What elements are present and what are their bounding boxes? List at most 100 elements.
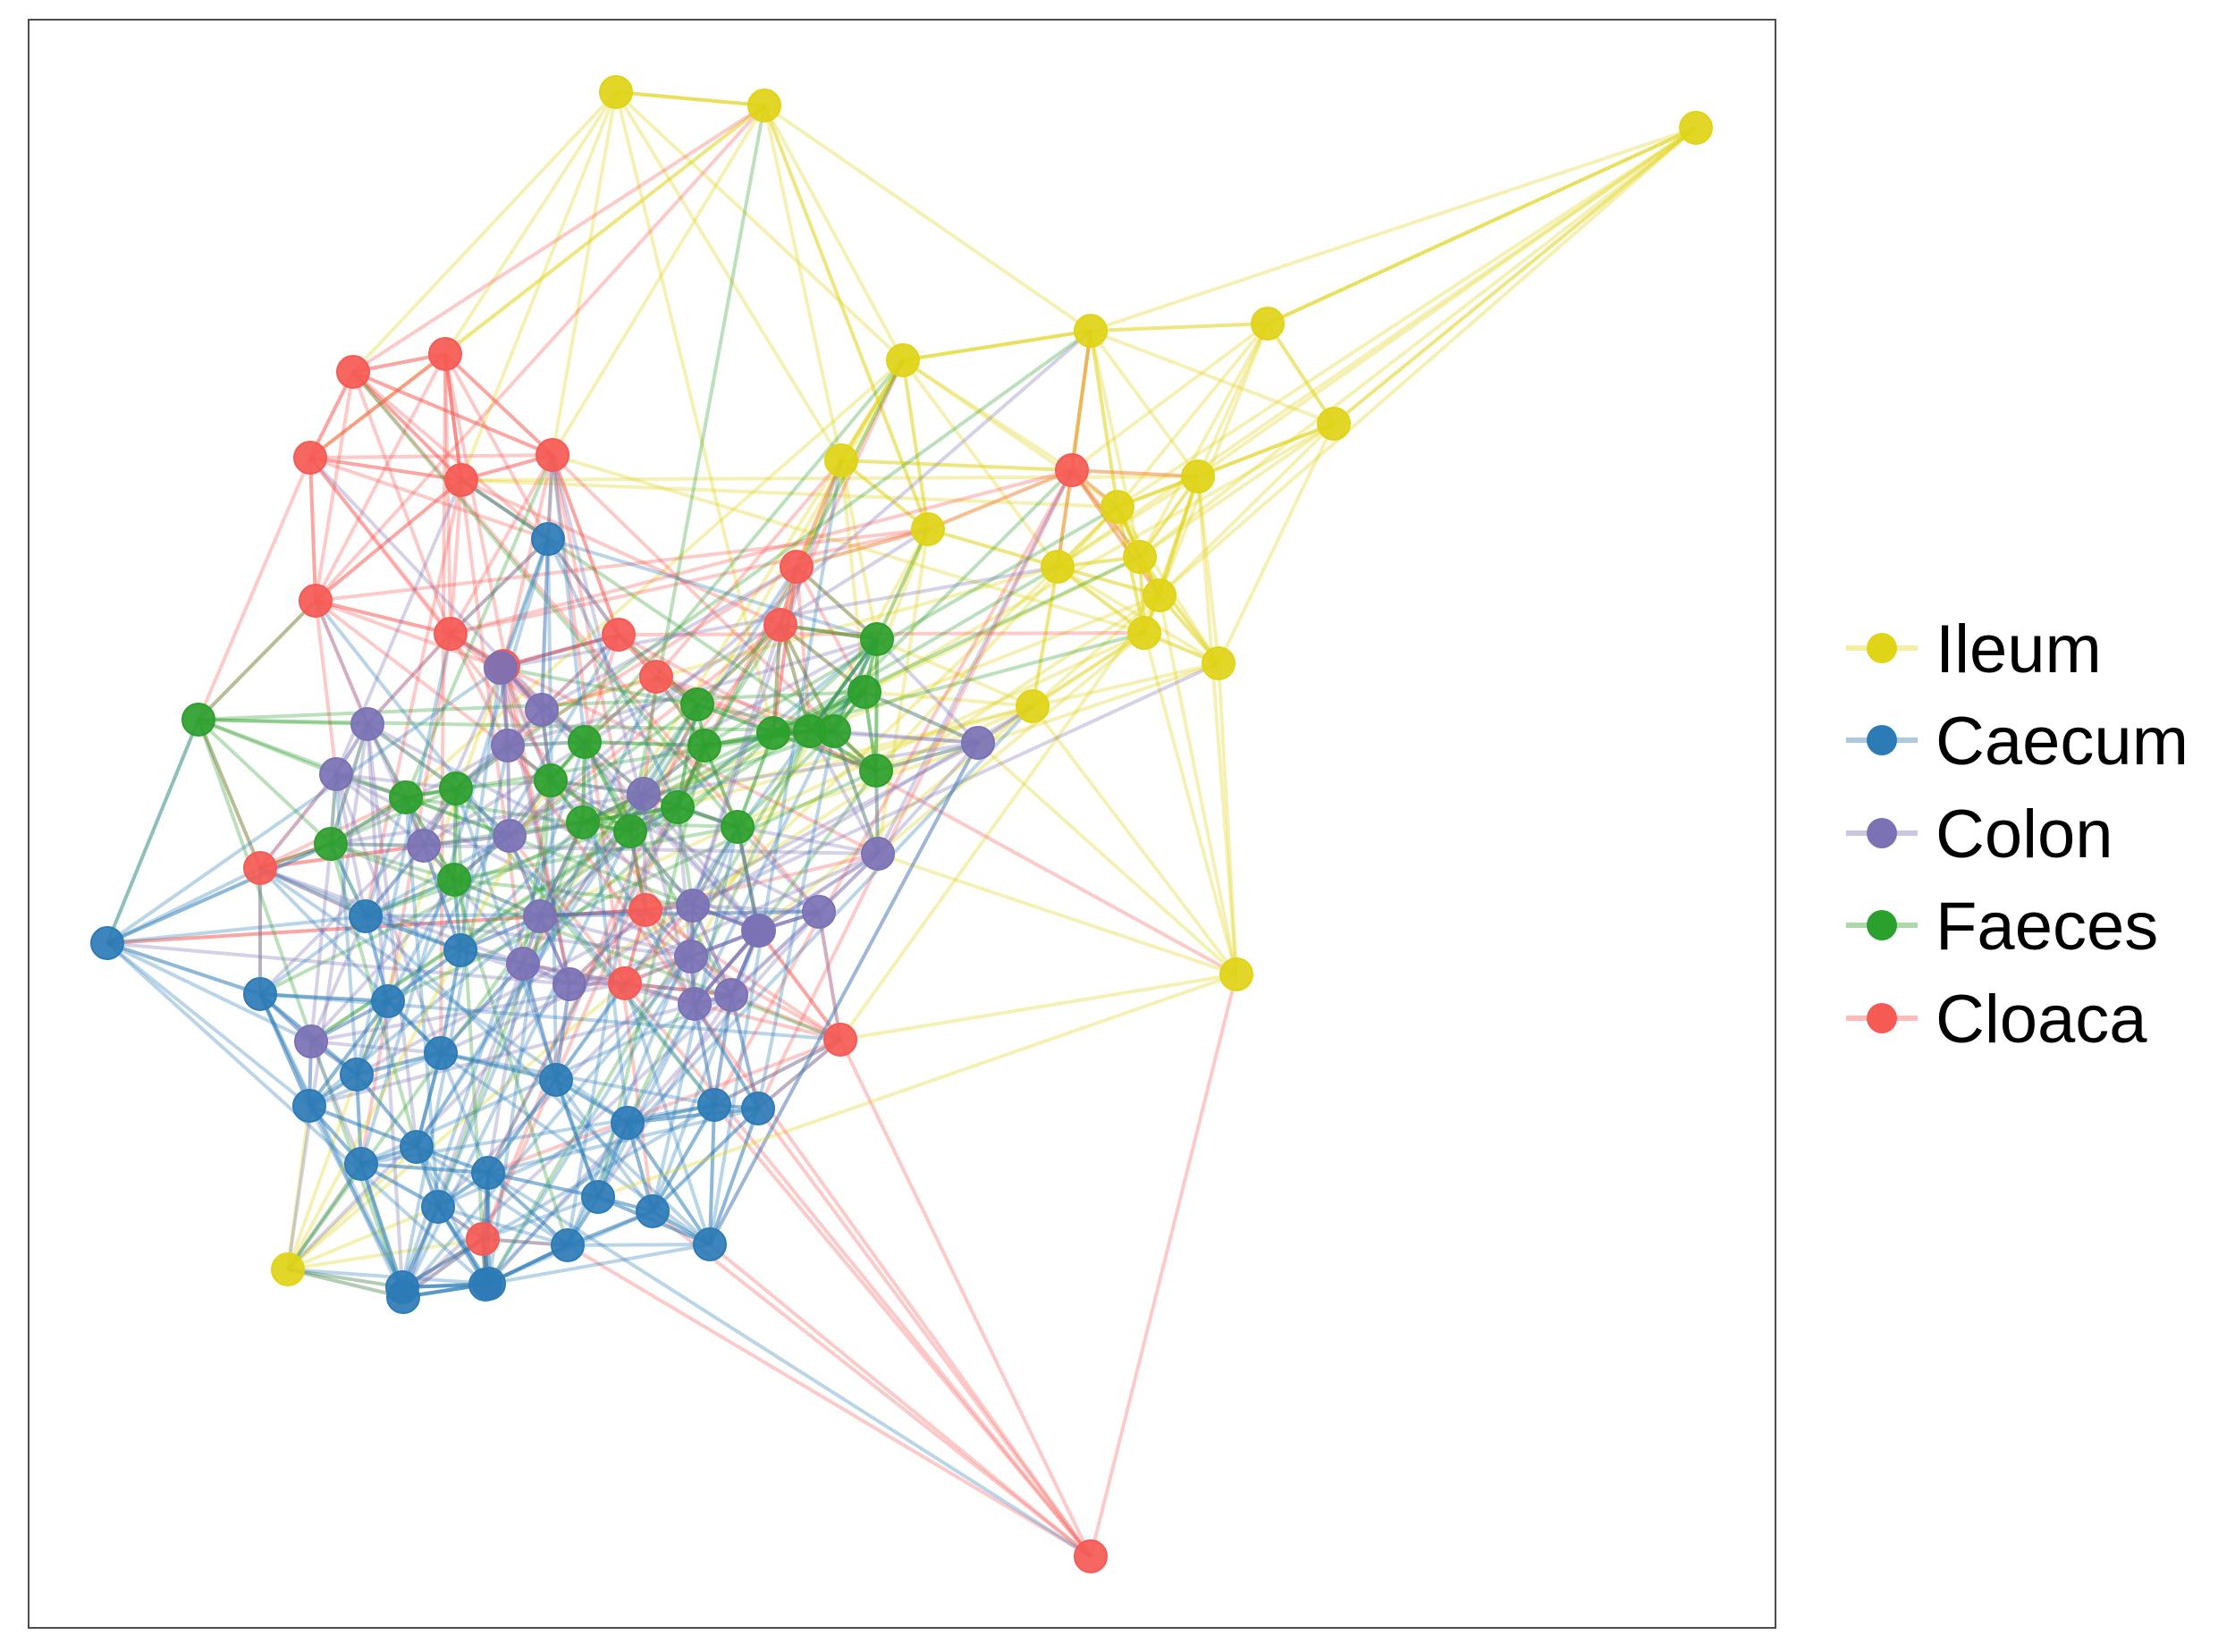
network-edge [651,1107,760,1213]
network-edge [624,982,732,997]
network-edge [730,994,760,1109]
network-edge [521,780,552,965]
network-edge [508,623,782,838]
network-edge [839,358,905,462]
network-edge [315,599,451,636]
network-edge [927,527,1058,569]
network-edge [874,638,879,771]
network-edge [551,454,654,1212]
network-edge [330,787,457,846]
network-edge [1056,565,1146,635]
network-edge [259,992,389,1003]
network-edge [863,528,930,693]
network-edge [540,538,550,711]
network-edge [808,730,880,855]
network-edge [875,528,930,640]
network-edge [554,1079,600,1198]
network-node-faeces [721,810,755,844]
network-edge [460,478,550,541]
network-edge [482,1195,599,1241]
network-edge [486,1171,569,1247]
network-node-colon [493,819,527,853]
network-edge [539,914,692,958]
network-edge [927,527,1058,569]
network-edge [756,1038,842,1110]
network-edge [772,566,798,734]
network-edge [1217,423,1336,664]
network-edge [582,821,738,829]
legend-label-ileum: Ileum [1936,611,2102,687]
network-edge [415,565,798,1149]
network-edge [795,565,879,641]
network-edge [1031,631,1146,708]
network-edge [440,1051,557,1082]
network-edge [584,740,705,747]
network-edge [502,664,879,856]
network-node-faeces [437,863,471,897]
network-edge [286,723,369,1270]
network-edge [651,1103,716,1213]
network-edge [197,719,262,869]
network-edge [615,90,765,107]
network-edge [460,478,1118,509]
network-node-faeces [314,827,348,861]
network-node-cloaca [608,966,642,1000]
network-edge [1138,422,1336,559]
network-edge [696,623,782,706]
network-edge [874,638,879,771]
network-edge [552,453,1145,635]
network-edge [308,1105,404,1288]
network-edge [106,842,332,945]
network-edge [877,852,1237,976]
network-edge [839,358,905,462]
network-edge [708,742,980,1245]
network-edge [1117,422,1335,509]
network-edge [454,788,600,1198]
network-edge [259,844,425,870]
network-edge [443,353,452,635]
network-edge [756,1038,842,1110]
network-edge [568,908,647,986]
network-node-caecum [636,1194,670,1228]
network-node-colon [802,895,836,929]
network-edge [864,690,1033,708]
network-node-cloaca [823,1023,857,1057]
legend-item-cloaca: Cloaca [1846,982,2147,1058]
network-edge [309,830,632,1043]
network-edge [1031,566,1059,707]
network-node-colon [714,978,748,1012]
network-edge [554,1079,600,1198]
network-edge [314,478,463,603]
network-edge [1031,566,1059,707]
network-edge [502,665,571,985]
network-node-colon [491,729,525,763]
network-edge [439,1052,490,1174]
network-node-cloaca [293,441,327,475]
network-edge [422,845,462,951]
network-node-caecum [581,1180,615,1214]
network-edge [404,796,440,1208]
network-edge [614,90,905,362]
network-edge [626,1121,712,1246]
network-edge [1138,323,1269,558]
network-edge [308,1051,442,1108]
network-node-cloaca [1055,453,1089,487]
network-edge [651,1210,1092,1558]
network-edge [795,459,843,568]
network-edge [453,825,738,881]
network-edge [449,537,550,636]
network-edge [756,929,842,1041]
network-edge [351,370,550,541]
network-edge [437,1205,569,1247]
network-edge [795,565,879,641]
network-edge [927,468,1073,531]
network-edge [624,982,732,997]
network-edge [538,792,645,918]
network-edge [708,1104,716,1245]
network-edge [546,537,620,636]
network-edge [459,821,585,952]
legend: Ileum Caecum Colon Faeces Cloaca [1846,611,2189,1058]
network-edge [1070,330,1092,471]
network-edge [436,676,658,1208]
network-edge [901,359,930,530]
